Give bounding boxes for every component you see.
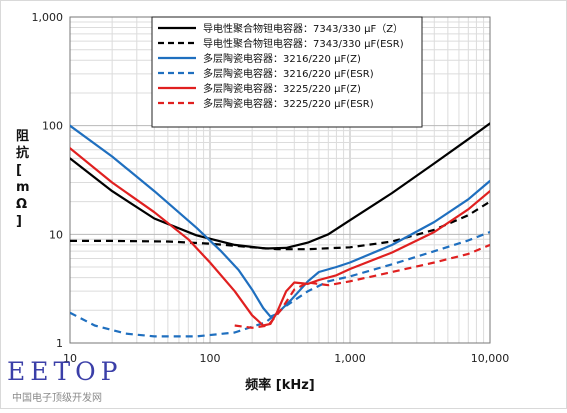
legend-box [151,16,423,128]
y-axis-title-char: 抗 [16,145,29,161]
y-tick-label: 10 [49,228,63,241]
legend-label-3: 多层陶瓷电容器：3216/220 μF(Z) [203,52,361,65]
x-axis-title: 频率 [kHz] [245,377,315,393]
legend-label-4: 多层陶瓷电容器：3216/220 μF(ESR) [203,67,374,80]
watermark-subtitle: 中国电子顶级开发网 [12,391,102,404]
y-axis-title-char: 阻 [16,129,29,144]
series-line-1 [70,122,490,250]
y-axis-title: 阻抗 [ m Ω] [16,129,30,229]
y-tick-label: 1,000 [32,11,64,24]
x-tick-label: 10,000 [471,352,510,365]
y-tick-label: 100 [42,120,63,133]
series-lines [70,122,490,338]
legend-label-1: 导电性聚合物钽电容器：7343/330 μF（Z） [203,22,403,35]
x-tick-label: 1,000 [334,352,366,365]
y-axis-title-char: ] [16,214,22,229]
x-tick-label: 100 [200,352,221,365]
x-tick-label: 10 [63,352,77,365]
y-axis-title-char: m [16,180,30,195]
y-axis-title-text: 阻抗 [ m Ω] [16,129,30,229]
legend: 导电性聚合物钽电容器：7343/330 μF（Z） 导电性聚合物钽电容器：7343… [151,16,423,128]
series-line-4 [70,230,490,338]
series-line-6 [234,243,490,329]
watermark-logo: EETOP [7,357,123,386]
y-axis-title-char: Ω [16,197,27,212]
legend-label-2: 导电性聚合物钽电容器：7343/330 μF(ESR) [203,37,404,50]
y-axis-title-char: [ [16,163,22,178]
legend-label-6: 多层陶瓷电容器：3225/220 μF(ESR) [203,97,374,110]
series-line-5 [70,147,490,327]
y-tick-label: 1 [56,337,63,350]
legend-label-5: 多层陶瓷电容器：3225/220 μF(Z) [203,82,361,95]
